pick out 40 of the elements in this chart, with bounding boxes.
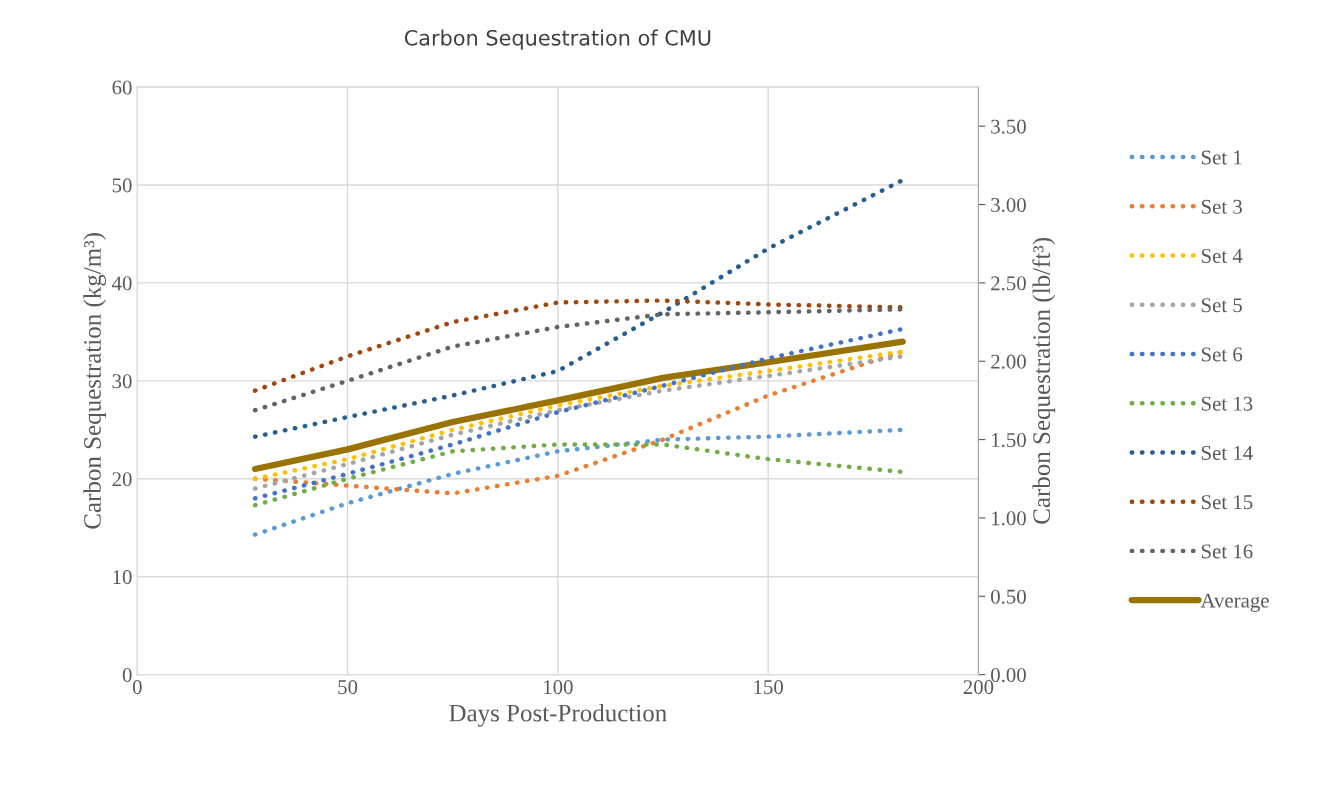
x-tick-label: 0 xyxy=(132,680,142,695)
y2-tick-label: 0.50 xyxy=(991,589,1026,604)
legend-label: Set 16 xyxy=(1201,544,1253,559)
line-series xyxy=(252,326,905,501)
y-axis-title: Carbon Sequestration (kg/m³) xyxy=(83,233,107,529)
y-tick-label: 10 xyxy=(113,570,132,585)
y2-tick-label: 1.50 xyxy=(992,432,1026,448)
y-tick-label: 60 xyxy=(112,80,132,95)
y-tick-label: 30 xyxy=(112,374,132,389)
legend-label: Set 13 xyxy=(1201,396,1253,411)
legend-label: Set 6 xyxy=(1201,347,1243,362)
y2-tick-label: 3.00 xyxy=(991,197,1026,213)
y2-tick-label: 0.00 xyxy=(991,668,1026,683)
y-tick-label: 50 xyxy=(112,178,132,193)
x-tick-label: 200 xyxy=(963,680,994,695)
chart-title: Carbon Sequestration of CMU xyxy=(404,29,711,50)
x-tick-label: 100 xyxy=(544,680,573,695)
y2-tick-label: 3.50 xyxy=(991,119,1026,134)
legend-label: Set 15 xyxy=(1201,495,1253,510)
y-tick-label: 20 xyxy=(112,472,132,487)
line-series xyxy=(252,307,905,413)
legend-label: Set 5 xyxy=(1201,298,1242,313)
y-tick-label: 0 xyxy=(122,668,132,683)
line-series xyxy=(252,177,905,439)
legend-label: Set 4 xyxy=(1201,249,1243,264)
legend-label: Average xyxy=(1200,593,1269,612)
y2-tick-label: 2.50 xyxy=(991,276,1026,291)
y2-axis-title: Carbon Sequestration (lb/ft³) xyxy=(1032,237,1056,524)
x-tick-label: 150 xyxy=(754,680,783,695)
line-series xyxy=(252,427,905,537)
legend-label: Set 3 xyxy=(1201,199,1242,214)
legend-label: Set 1 xyxy=(1201,150,1242,165)
line-series xyxy=(252,298,905,393)
y2-tick-label: 1.00 xyxy=(992,511,1026,526)
x-tick-label: 50 xyxy=(338,680,358,695)
line-series xyxy=(252,442,905,508)
y2-tick-label: 2.00 xyxy=(991,354,1026,369)
y-tick-label: 40 xyxy=(112,276,132,291)
x-axis-title: Days Post-Production xyxy=(449,703,667,727)
legend-label: Set 14 xyxy=(1201,445,1253,460)
